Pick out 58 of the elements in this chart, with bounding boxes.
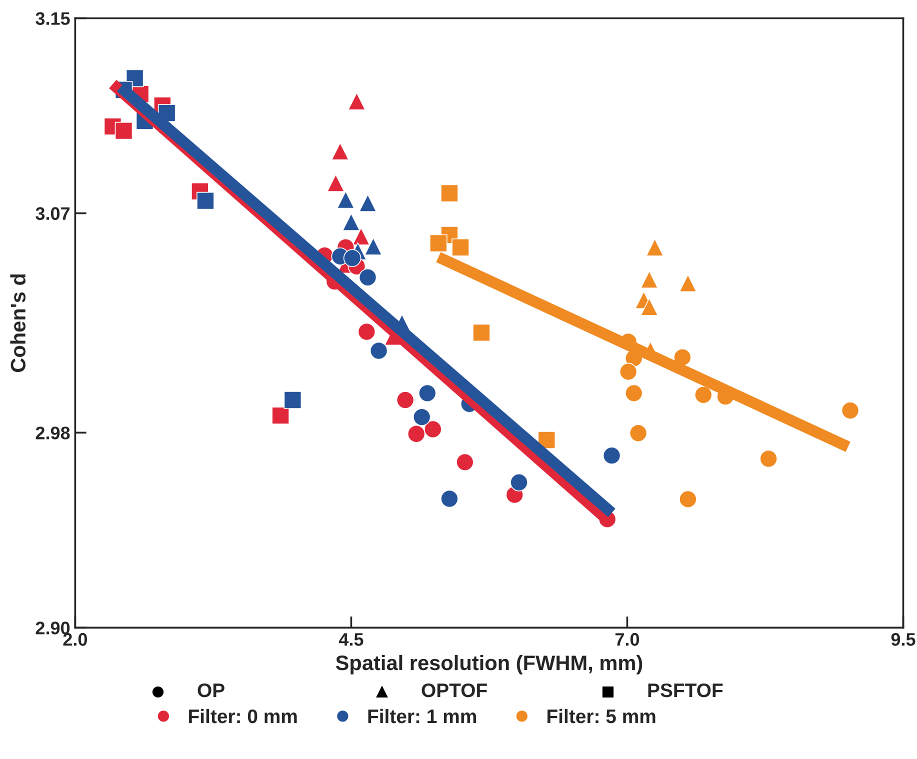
point	[326, 174, 345, 192]
point	[430, 234, 448, 252]
x-tick-label: 2.0	[63, 633, 88, 646]
point	[679, 274, 697, 292]
point	[418, 384, 436, 402]
point	[538, 431, 556, 449]
point	[284, 391, 302, 409]
point	[343, 249, 362, 268]
point	[196, 192, 214, 210]
point	[602, 446, 621, 464]
point	[640, 270, 658, 288]
y-axis-title: Cohen's d	[10, 274, 26, 372]
point	[358, 194, 377, 212]
point	[358, 268, 377, 286]
point	[352, 227, 370, 246]
point	[370, 342, 388, 360]
point	[640, 298, 658, 316]
point	[342, 213, 360, 231]
point	[456, 453, 474, 472]
point	[114, 122, 133, 140]
point	[331, 142, 350, 160]
x-axis-title: Spatial resolution (FWHM, mm)	[336, 654, 642, 674]
text: OPTOF	[422, 683, 487, 698]
x-tick-label: 7.0	[615, 633, 640, 646]
point	[424, 420, 442, 438]
point	[624, 384, 643, 402]
point	[358, 322, 376, 341]
point	[407, 424, 426, 443]
point	[412, 408, 431, 426]
text: OP	[198, 683, 224, 698]
legend-label: Filter: 5 mm	[548, 708, 656, 724]
point	[336, 190, 355, 209]
legend-label: Filter: 0 mm	[189, 708, 297, 724]
point	[472, 324, 490, 342]
point	[694, 386, 712, 404]
point	[364, 237, 382, 256]
point	[841, 402, 860, 420]
legend-label: Filter: 1 mm	[368, 708, 476, 724]
point	[440, 490, 458, 508]
point	[396, 391, 414, 409]
x-tick-label: 9.5	[891, 633, 916, 646]
point	[348, 92, 366, 110]
point	[674, 348, 692, 366]
text: PSFTOF	[648, 683, 723, 698]
x-tick-label: 4.5	[338, 633, 364, 646]
point	[510, 473, 528, 492]
point	[646, 238, 664, 256]
point	[679, 490, 697, 508]
y-tick-label: 3.15	[36, 12, 70, 25]
y-tick-label: 2.90	[36, 622, 70, 634]
y-tick-label: 2.98	[36, 426, 70, 440]
point	[272, 406, 290, 425]
point	[440, 184, 458, 202]
point	[452, 238, 470, 256]
point	[619, 362, 638, 381]
point	[760, 450, 778, 468]
y-tick-label: 3.07	[36, 207, 70, 220]
point	[629, 424, 648, 442]
